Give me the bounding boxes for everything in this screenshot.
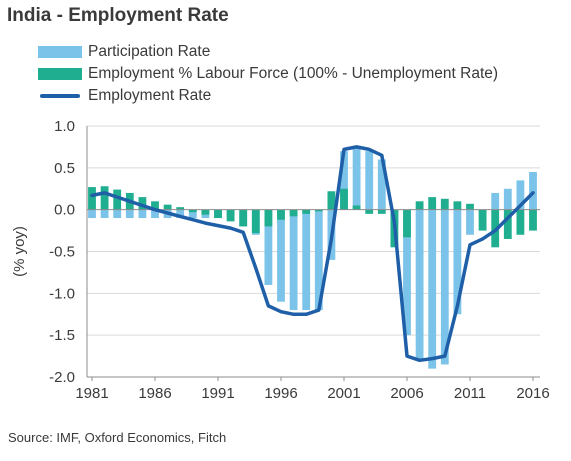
bar-participation	[88, 209, 96, 219]
bar-participation	[503, 188, 512, 210]
bar-participation	[440, 209, 449, 365]
y-tick-label: -2.0	[49, 369, 75, 386]
y-axis-label: (% yoy)	[11, 226, 28, 277]
x-tick-label: 1986	[138, 385, 171, 402]
bar-participation	[138, 209, 147, 219]
bar-participation	[365, 151, 374, 210]
bar-employment-lf	[277, 209, 285, 220]
bar-employment-lf	[214, 209, 222, 219]
bar-employment-lf	[138, 197, 147, 210]
bar-employment-lf	[113, 189, 122, 210]
y-tick-label: -1.5	[49, 327, 75, 344]
line-series	[90, 145, 535, 363]
bar-participation	[113, 209, 122, 219]
legend-swatch-employment-rate	[38, 90, 82, 102]
x-tick-label: 2011	[454, 385, 486, 402]
bar-participation	[415, 209, 424, 361]
bar-employment-lf	[176, 207, 185, 210]
bar-employment-lf	[327, 191, 336, 210]
bar-employment-lf	[163, 204, 172, 210]
y-tick-label: -0.5	[49, 244, 75, 261]
y-tick-label: -1.0	[49, 285, 75, 302]
grid	[87, 125, 540, 378]
chart-title: India - Employment Rate	[7, 5, 229, 26]
bar-participation	[352, 146, 361, 210]
bar-employment-lf	[302, 209, 311, 214]
x-tick-label: 2016	[516, 385, 549, 402]
bar-participation	[314, 209, 323, 311]
bar-employment-lf	[289, 209, 298, 217]
bar-employment-lf	[251, 209, 260, 234]
bar-participation	[516, 180, 525, 210]
bar-participation	[188, 209, 197, 219]
bar-employment-lf	[188, 209, 197, 213]
bar-participation	[277, 209, 285, 302]
legend-item-employment-rate: Employment Rate	[38, 85, 498, 107]
legend-item-employment-lf: Employment % Labour Force (100% - Unempl…	[38, 63, 498, 85]
x-tick-label: 1981	[75, 385, 108, 402]
bar-employment-lf	[365, 209, 374, 214]
legend-label-employment-lf: Employment % Labour Force (100% - Unempl…	[88, 65, 499, 82]
bar-participation	[100, 209, 109, 219]
bar-employment-lf	[264, 209, 273, 227]
bar-employment-lf	[503, 209, 512, 239]
y-tick-label: 1.0	[54, 118, 75, 135]
y-tick-label: 0.5	[54, 160, 75, 177]
bar-employment-lf	[529, 209, 537, 231]
bar-participation	[466, 209, 474, 235]
legend-item-participation: Participation Rate	[38, 41, 498, 63]
x-tick-label: 2001	[327, 385, 360, 402]
legend-label-participation: Participation Rate	[88, 43, 211, 60]
source-note: Source: IMF, Oxford Economics, Fitch	[8, 430, 227, 445]
bar-employment-lf	[478, 209, 487, 231]
bar-employment-lf	[440, 198, 449, 210]
bar-employment-lf	[466, 203, 474, 210]
y-tick-label: 0.0	[54, 202, 75, 219]
bar-employment-lf	[340, 188, 348, 210]
bar-employment-lf	[100, 186, 109, 210]
bar-employment-lf	[377, 209, 386, 214]
bar-employment-lf	[239, 209, 248, 227]
x-tick-label: 1996	[264, 385, 297, 402]
x-tick-label: 2006	[390, 385, 423, 402]
bar-employment-lf	[403, 209, 411, 238]
bar-employment-lf	[415, 201, 424, 210]
bar-participation	[151, 209, 159, 219]
bar-participation	[453, 209, 462, 315]
bar-employment-lf	[151, 201, 159, 210]
bar-employment-lf	[226, 209, 235, 222]
bar-participation	[289, 209, 298, 311]
bar-employment-lf	[516, 209, 525, 235]
bar-participation	[491, 192, 500, 210]
legend-label-employment-rate: Employment Rate	[88, 87, 212, 104]
bar-participation	[403, 209, 411, 336]
legend-swatch-participation	[38, 46, 82, 58]
bar-participation	[340, 151, 348, 210]
bar-employment-lf	[453, 201, 462, 210]
bar-participation	[302, 209, 311, 311]
bar-participation	[377, 159, 386, 210]
x-tick-label: 1991	[201, 385, 234, 402]
bar-participation	[264, 209, 273, 285]
legend-swatch-employment-lf	[38, 68, 82, 80]
axis	[86, 126, 540, 381]
bar-employment-lf	[352, 205, 361, 210]
bar-employment-lf	[314, 209, 323, 212]
bar-participation	[529, 172, 537, 210]
bar-employment-lf	[428, 197, 437, 210]
bar-participation	[428, 209, 437, 369]
bar-participation	[176, 209, 185, 219]
bar-employment-lf	[88, 187, 96, 210]
bar-participation	[125, 209, 134, 219]
line-employment-rate	[90, 145, 535, 363]
bar-employment-lf	[201, 209, 210, 215]
legend: Participation Rate Employment % Labour F…	[38, 41, 498, 107]
